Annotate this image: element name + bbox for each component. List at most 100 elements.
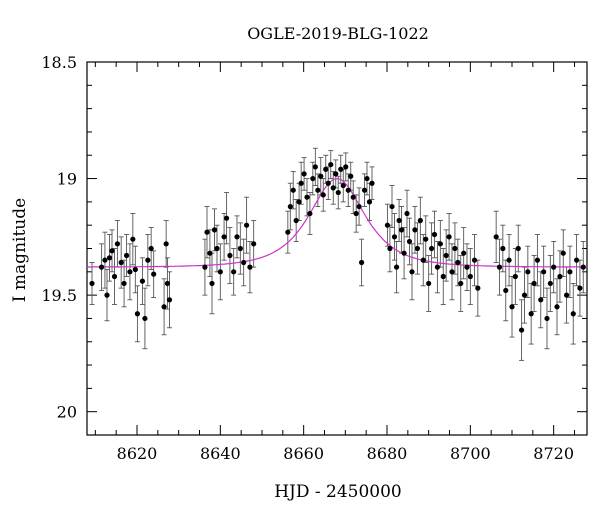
data-point xyxy=(102,257,108,263)
data-point xyxy=(384,222,391,228)
data-point xyxy=(214,245,220,252)
data-point xyxy=(345,187,351,193)
data-point xyxy=(369,180,375,186)
model-curve xyxy=(87,177,587,268)
data-point xyxy=(231,269,237,275)
data-point xyxy=(109,248,115,254)
y-tick-label: 19 xyxy=(57,170,77,189)
data-point xyxy=(361,187,368,193)
data-point xyxy=(428,245,435,252)
data-points xyxy=(89,161,586,333)
data-point xyxy=(163,241,169,247)
data-point xyxy=(338,166,344,172)
data-point xyxy=(391,234,398,240)
data-point xyxy=(111,273,118,280)
data-point xyxy=(340,182,346,189)
data-point xyxy=(398,227,405,233)
data-point xyxy=(139,278,146,284)
data-point xyxy=(573,257,580,263)
data-point xyxy=(234,234,240,240)
data-point xyxy=(106,255,113,261)
data-point xyxy=(164,280,171,287)
data-point xyxy=(207,250,213,256)
data-point xyxy=(358,259,365,266)
data-point xyxy=(557,273,563,280)
y-tick-label: 18.5 xyxy=(41,53,77,72)
plot-area: 8620 8640 8660 8680 8700 8720 18.5 19 19.5 20 xyxy=(41,53,588,463)
data-point xyxy=(123,252,130,259)
data-point xyxy=(554,304,560,310)
data-point xyxy=(538,297,544,303)
data-point xyxy=(145,257,151,263)
data-point xyxy=(528,311,534,317)
data-point xyxy=(161,304,167,310)
data-point xyxy=(335,189,341,196)
data-point xyxy=(318,173,324,179)
data-point xyxy=(426,280,432,287)
data-point xyxy=(307,210,313,217)
data-point xyxy=(401,250,407,256)
data-point xyxy=(458,280,464,287)
data-point xyxy=(223,215,230,221)
x-tick-label: 8720 xyxy=(533,444,574,463)
data-point xyxy=(241,259,247,266)
data-point xyxy=(577,285,583,291)
x-tick-label: 8640 xyxy=(200,444,241,463)
data-point xyxy=(290,187,296,193)
data-point xyxy=(237,245,243,252)
data-point xyxy=(310,175,316,182)
data-point xyxy=(118,259,124,266)
y-axis-label: I magnitude xyxy=(10,198,30,302)
data-point xyxy=(503,287,509,294)
y-tick-label: 19.5 xyxy=(41,286,77,305)
data-point xyxy=(221,234,227,240)
data-point xyxy=(544,315,550,322)
data-point xyxy=(440,273,446,280)
data-point xyxy=(320,192,326,198)
data-point xyxy=(350,194,356,200)
x-axis-label: HJD - 2450000 xyxy=(274,482,402,502)
data-point xyxy=(417,217,423,224)
data-point xyxy=(209,280,215,287)
data-point xyxy=(348,173,354,179)
x-tick-label: 8660 xyxy=(283,444,324,463)
y-tick-label: 20 xyxy=(57,403,77,422)
data-point xyxy=(414,245,421,252)
x-tick-label: 8620 xyxy=(117,444,158,463)
data-point xyxy=(98,264,105,270)
data-point xyxy=(412,227,418,233)
data-point xyxy=(287,203,293,210)
data-point xyxy=(134,311,141,317)
data-point xyxy=(312,164,318,170)
axis-ticks: 8620 8640 8660 8680 8700 8720 18.5 19 19.5 20 xyxy=(41,53,587,463)
data-point xyxy=(130,236,136,242)
data-point xyxy=(127,269,133,275)
data-point xyxy=(243,222,250,228)
data-point xyxy=(330,185,336,191)
data-point xyxy=(434,264,441,270)
data-point xyxy=(525,269,531,275)
data-point xyxy=(437,241,443,247)
data-point xyxy=(500,245,506,252)
data-point xyxy=(512,273,518,280)
x-tick-label: 8680 xyxy=(367,444,408,463)
data-point xyxy=(423,236,429,242)
data-point xyxy=(580,264,586,270)
data-point xyxy=(404,210,410,217)
data-point xyxy=(298,180,304,186)
data-point xyxy=(534,257,541,263)
data-point xyxy=(475,285,481,291)
data-point xyxy=(296,199,302,205)
data-point xyxy=(364,175,370,182)
data-point xyxy=(166,297,173,303)
data-point xyxy=(148,245,154,252)
data-point xyxy=(387,245,393,252)
data-point xyxy=(104,292,110,298)
data-point xyxy=(446,234,452,240)
data-point xyxy=(353,210,359,217)
data-point xyxy=(515,245,521,252)
data-point xyxy=(449,269,455,275)
data-point xyxy=(227,252,233,259)
data-point xyxy=(496,264,503,270)
data-point xyxy=(211,227,218,233)
